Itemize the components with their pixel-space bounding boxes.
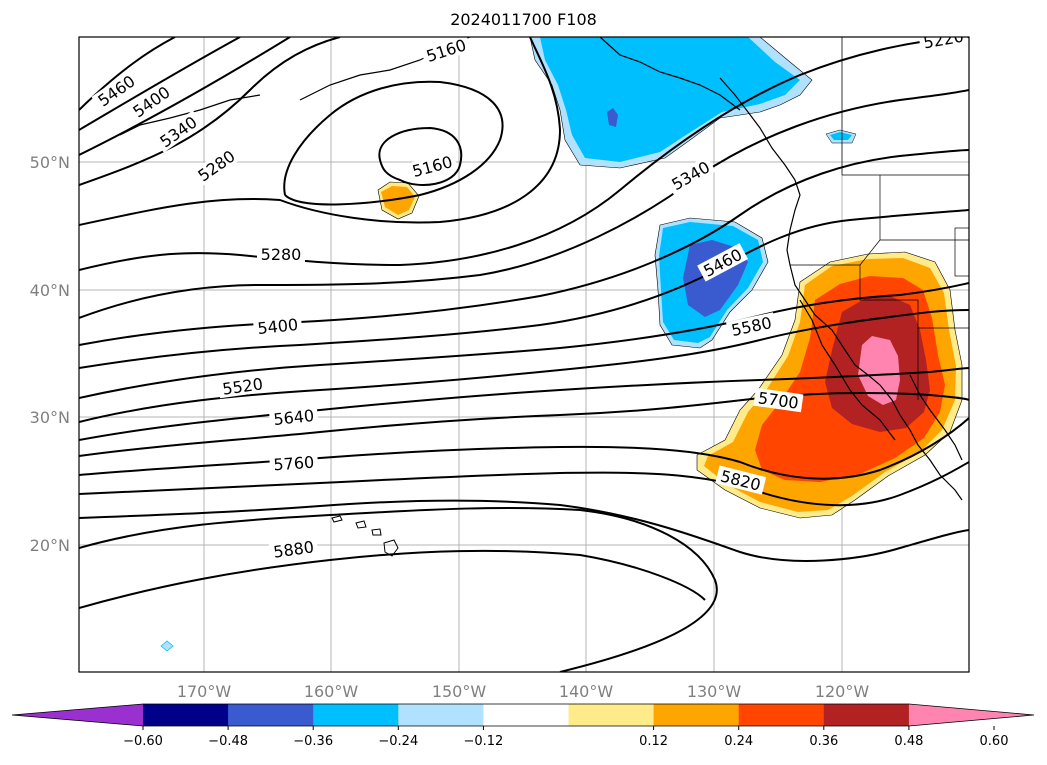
- contour-5160-closed: [378, 126, 463, 186]
- colorbar-tick-label: −0.36: [293, 734, 333, 749]
- colorbar-tick-label: −0.12: [463, 734, 503, 749]
- colorbar-segment: [823, 704, 910, 726]
- contour-label: 5760: [273, 453, 315, 475]
- colorbar-tick-label: 0.12: [639, 734, 668, 749]
- lon-label: 130°W: [687, 682, 742, 701]
- contour-5460: [79, 209, 969, 369]
- lat-label: 50°N: [30, 153, 70, 172]
- contour-5340-west: [79, 37, 291, 156]
- contour-5340: [79, 89, 969, 319]
- contour-label: 5400: [256, 315, 298, 338]
- map-title: 2024011700 F108: [450, 10, 597, 29]
- contour-5640: [79, 367, 969, 441]
- contour-5940: [79, 549, 706, 609]
- colorbar-segment: [143, 704, 229, 726]
- contour-5520: [79, 282, 969, 399]
- shaded-anomalies: [160, 37, 963, 652]
- lon-label: 140°W: [559, 682, 614, 701]
- height-contours: [79, 37, 969, 672]
- lon-label: 150°W: [432, 682, 487, 701]
- contour-5880-south: [79, 506, 718, 672]
- colorbar-tick-label: 0.48: [894, 734, 923, 749]
- contour-5760: [79, 417, 969, 480]
- contour-label: 5640: [272, 406, 314, 429]
- colorbar-segment: [568, 704, 655, 726]
- map-content: 5460 5400 5340 5280 5160 5160 5220 5340 …: [79, 37, 969, 672]
- lon-label: 120°W: [815, 682, 870, 701]
- contour-5400-west: [79, 37, 241, 131]
- longitude-labels: 170°W 160°W 150°W 140°W 130°W 120°W: [177, 682, 870, 701]
- colorbar-segment: [398, 704, 484, 726]
- borders: [790, 37, 969, 400]
- contour-5580: [79, 309, 969, 423]
- contour-5880: [79, 499, 969, 562]
- colorbar-tick-label: −0.48: [208, 734, 248, 749]
- contour-label: 5280: [261, 245, 302, 264]
- contour-5220-inner: [283, 80, 504, 206]
- colorbar-tick-label: 0.24: [724, 734, 753, 749]
- colorbar-segment: [228, 704, 314, 726]
- contour-5700: [79, 392, 969, 457]
- lat-label: 40°N: [30, 281, 70, 300]
- colorbar-tick-label: −0.60: [123, 734, 163, 749]
- latitude-labels: 50°N 40°N 30°N 20°N: [30, 153, 70, 555]
- colorbar-tick-label: −0.24: [378, 734, 418, 749]
- contour-5280-west: [79, 37, 341, 186]
- colorbar-tick-label: 0.36: [809, 734, 838, 749]
- map-frame: [78, 36, 970, 673]
- colorbar-segment: [738, 704, 825, 726]
- colorbar-extend-high: [908, 704, 1034, 726]
- lat-label: 30°N: [30, 408, 70, 427]
- lon-label: 170°W: [177, 682, 232, 701]
- colorbar: −0.60 −0.48 −0.36 −0.24 −0.12 0.12 0.24 0.36 0.4…: [11, 703, 1035, 749]
- contour-5820: [79, 461, 969, 507]
- colorbar-segment: [483, 704, 569, 726]
- colorbar-tick-label: 0.60: [980, 734, 1009, 749]
- lat-label: 20°N: [30, 536, 70, 555]
- lon-label: 160°W: [304, 682, 359, 701]
- contour-5280-loop: [79, 37, 969, 271]
- contour-5220-big: [79, 37, 562, 226]
- colorbar-segment: [313, 704, 399, 726]
- colorbar-segment: [653, 704, 740, 726]
- colorbar-extend-low: [12, 704, 143, 726]
- hawaii-islands: [331, 515, 399, 557]
- contour-label-group: 5460 5400 5340 5280 5160 5160 5220 5340 …: [91, 37, 969, 562]
